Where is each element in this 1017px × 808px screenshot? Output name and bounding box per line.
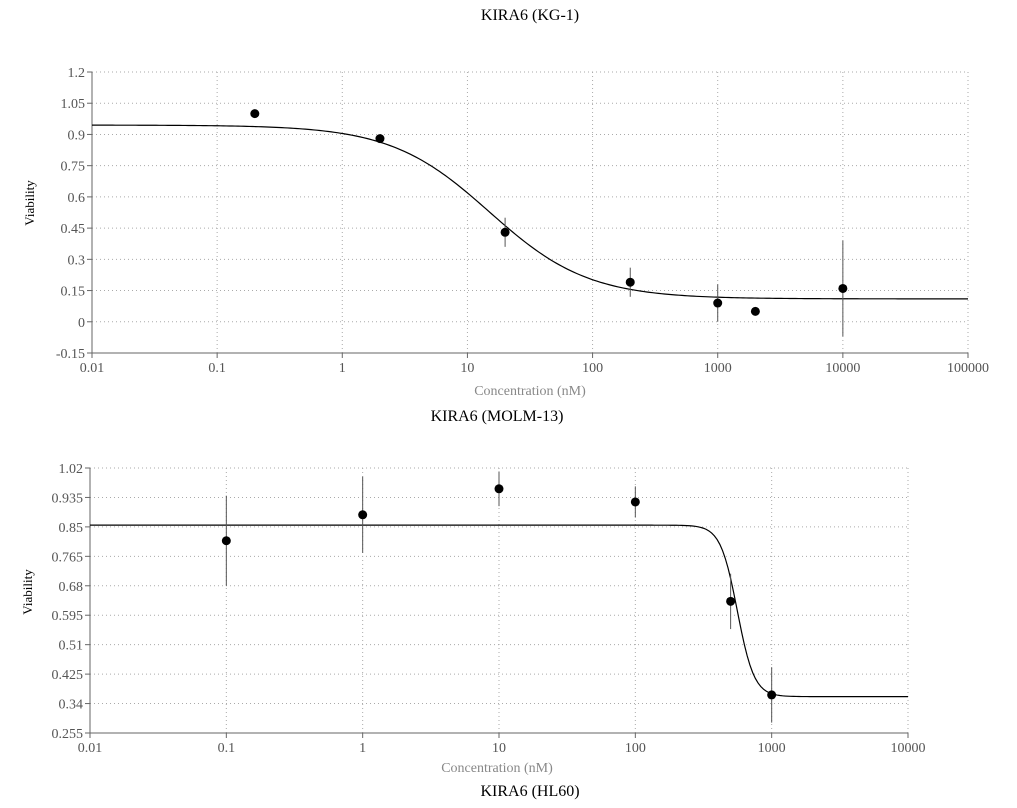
- axes: [85, 467, 909, 738]
- x-tick-label: 1000: [704, 361, 732, 376]
- y-tick-label: 0.15: [61, 285, 86, 300]
- data-point: [767, 690, 777, 700]
- fit-line: [91, 124, 968, 300]
- x-tick-label: 0.1: [208, 361, 226, 376]
- grid: [91, 71, 969, 354]
- y-tick-label: 1.2: [68, 66, 86, 81]
- data-point: [375, 134, 385, 144]
- x-tick-label: 100000: [947, 361, 989, 376]
- y-ticks: -0.15 0 0.15 0.3 0.45 0.6 0.75 0.9 1.05 1.2: [56, 66, 85, 362]
- chart-title: KIRA6 (KG-1): [481, 7, 579, 24]
- x-tick-label: 100: [625, 741, 646, 756]
- y-tick-label: 0.255: [52, 727, 84, 742]
- y-tick-label: 0.9: [68, 128, 86, 143]
- x-tick-label: 10: [492, 741, 506, 756]
- data-point: [726, 596, 736, 606]
- y-tick-label: 0: [78, 316, 85, 331]
- y-tick-label: -0.15: [56, 347, 85, 362]
- chart-title: KIRA6 (MOLM-13): [431, 408, 564, 425]
- y-tick-label: 0.45: [61, 222, 86, 237]
- x-tick-label: 0.01: [80, 361, 105, 376]
- grid: [89, 467, 909, 734]
- axes: [87, 71, 969, 358]
- x-tick-label: 0.01: [78, 741, 103, 756]
- y-axis-label: Viability: [20, 569, 35, 615]
- data-point: [838, 283, 848, 293]
- x-axis-label: Concentration (nM): [441, 761, 553, 776]
- x-ticks: 0.01 0.1 1 10 100 1000 10000: [78, 741, 926, 756]
- x-tick-label: 1000: [758, 741, 786, 756]
- data-point: [250, 109, 260, 119]
- data-points: [221, 471, 777, 723]
- y-tick-label: 0.595: [52, 609, 84, 624]
- x-tick-label: 1: [359, 741, 366, 756]
- y-tick-label: 0.85: [59, 521, 84, 536]
- data-point: [713, 298, 723, 308]
- chart-kg1: KIRA6 (KG-1) 0.01 0.1 1 10 100 1000 10000 10000…: [22, 7, 989, 399]
- chart-hl60: KIRA6 (HL60): [480, 783, 579, 800]
- x-tick-label: 10000: [825, 361, 860, 376]
- data-point: [500, 227, 510, 237]
- y-tick-label: 0.51: [59, 639, 84, 654]
- y-ticks: 0.255 0.34 0.425 0.51 0.595 0.68 0.765 0.85 0.93…: [52, 462, 84, 742]
- y-tick-label: 0.75: [61, 160, 86, 175]
- y-axis-label: Viability: [22, 180, 37, 226]
- x-tick-label: 10000: [891, 741, 926, 756]
- y-tick-label: 0.765: [52, 550, 84, 565]
- chart-title: KIRA6 (HL60): [480, 783, 579, 800]
- x-tick-label: 10: [460, 361, 474, 376]
- data-point: [221, 536, 231, 546]
- y-tick-label: 0.34: [59, 698, 84, 713]
- y-tick-label: 0.6: [68, 191, 86, 206]
- fit-line: [90, 524, 908, 698]
- y-tick-label: 1.05: [61, 97, 86, 112]
- data-point: [630, 497, 640, 507]
- data-points: [250, 109, 848, 337]
- x-tick-label: 0.1: [218, 741, 236, 756]
- data-point: [494, 484, 504, 494]
- y-tick-label: 0.68: [59, 580, 84, 595]
- x-tick-label: 100: [582, 361, 603, 376]
- data-point: [358, 510, 368, 520]
- data-point: [750, 306, 760, 316]
- x-ticks: 0.01 0.1 1 10 100 1000 10000 100000: [80, 361, 989, 376]
- y-tick-label: 0.3: [68, 253, 86, 268]
- fit-curve: [91, 124, 968, 300]
- y-tick-label: 0.425: [52, 668, 84, 683]
- fit-curve: [90, 524, 908, 698]
- x-tick-label: 1: [339, 361, 346, 376]
- x-axis-label: Concentration (nM): [474, 384, 586, 399]
- y-tick-label: 0.935: [52, 491, 84, 506]
- chart-molm13: KIRA6 (MOLM-13) 0.01 0.1 1 10 100 1000 10000 0…: [20, 408, 926, 776]
- data-point: [625, 277, 635, 287]
- y-tick-label: 1.02: [59, 462, 84, 477]
